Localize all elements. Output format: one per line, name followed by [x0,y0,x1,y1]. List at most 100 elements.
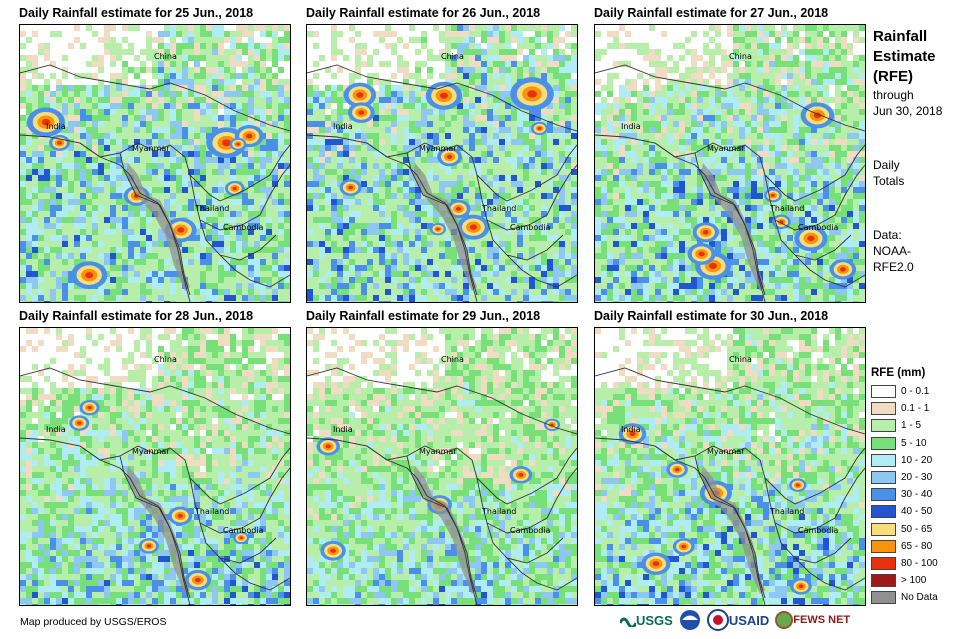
coastline [366,142,577,302]
map-label-cambodia: Cambodia [223,223,264,232]
rain-hotspot [807,235,815,242]
country-border [506,447,577,505]
coastline [654,142,865,302]
map-label-india: India [46,122,66,131]
usgs-text: USGS [636,612,673,628]
map-label-china: China [441,52,464,61]
legend-label: No Data [901,592,938,604]
country-border [506,144,577,202]
country-border [169,527,191,599]
map-label-china: China [154,52,177,61]
no-data-area [413,163,477,291]
map-label-myanmar: Myanmar [707,144,745,153]
country-border [476,164,577,231]
rainfall-map-28-jun: China India Myanmar Thailand Cambodia [19,327,291,606]
rain-hotspot [709,262,717,269]
map-label-china: China [441,355,464,364]
country-border [774,522,852,564]
through-label: through [873,88,914,102]
rain-hotspot [232,186,237,191]
country-border [595,367,865,435]
country-border [456,224,478,296]
legend-swatch [871,505,896,519]
country-border [199,522,277,564]
panel-28-jun: Daily Rainfall estimate for 28 Jun., 201… [19,303,291,606]
side-info: Rainfall Estimate (RFE) through Jun 30, … [873,27,967,275]
country-border [595,64,865,132]
rain-hotspot [356,92,364,98]
panel-title: Daily Rainfall estimate for 26 Jun., 201… [306,6,541,20]
country-border [694,152,746,226]
country-border [476,467,577,534]
panel-25-jun: Daily Rainfall estimate for 25 Jun., 201… [19,0,291,303]
rain-hotspot [330,548,336,553]
rain-hotspot [652,561,660,567]
rainfall-grid: China India Myanmar Thailand Cambodia [20,328,290,605]
country-border [119,152,171,226]
legend-label: 1 - 5 [901,420,922,432]
legend-item: 65 - 80 [871,538,967,555]
no-data-area [701,163,765,291]
rainfall-grid: China India Myanmar Thailand Cambodia [307,328,577,605]
legend-swatch [871,522,896,536]
country-border [456,527,478,599]
no-data-area [413,466,477,594]
legend-swatch [871,556,896,570]
map-label-thailand: Thailand [194,204,229,213]
rainfall-map-30-jun: China India Myanmar Thailand Cambodia [594,327,866,606]
country-border [694,455,746,529]
legend-swatch [871,488,896,502]
agency-logos: USGS USAID FEWS NET [620,606,850,634]
fewsnet-logo: FEWS NET [775,611,850,629]
country-border [20,64,290,132]
title-line-1: Rainfall [873,28,928,45]
legend-label: 80 - 100 [901,557,938,569]
panel-27-jun: Daily Rainfall estimate for 27 Jun., 201… [594,0,866,303]
legend-swatch [871,385,896,399]
map-label-china: China [154,355,177,364]
legend-swatch [871,436,896,450]
no-data-area [126,466,190,594]
legend-item: 30 - 40 [871,486,967,503]
legend-rows: 0 - 0.1 0.1 - 1 1 - 5 5 - 10 10 - 20 20 - 30 3… [871,383,967,606]
map-label-china: China [729,52,752,61]
rain-hotspot [236,142,240,146]
country-border [169,224,191,296]
country-border [406,152,458,226]
usaid-text: USAID [728,612,770,628]
legend-swatch [871,453,896,467]
map-label-china: China [729,355,752,364]
rain-hotspot [77,421,82,425]
rain-hotspot [87,405,92,410]
title-line-3: (RFE) [873,68,913,85]
rainfall-grid: China India Myanmar Thailand Cambodia [595,25,865,302]
map-label-cambodia: Cambodia [798,223,839,232]
panel-title: Daily Rainfall estimate for 25 Jun., 201… [19,6,254,20]
rain-hotspot [325,444,331,449]
panel-title: Daily Rainfall estimate for 28 Jun., 201… [19,309,254,323]
daily-label: Daily [873,158,900,172]
map-label-myanmar: Myanmar [419,447,457,456]
country-border [189,467,290,534]
noaa-logo [679,609,701,631]
map-label-myanmar: Myanmar [419,144,457,153]
panel-26-jun: Daily Rainfall estimate for 26 Jun., 201… [306,0,578,303]
legend-label: 20 - 30 [901,472,933,484]
map-label-india: India [621,122,641,131]
rain-hotspot [439,92,448,99]
map-label-thailand: Thailand [481,204,516,213]
rain-hotspot [348,185,354,190]
panel-title: Daily Rainfall estimate for 29 Jun., 201… [306,309,541,323]
rain-hotspot [469,224,477,230]
panel-30-jun: Daily Rainfall estimate for 30 Jun., 201… [594,303,866,606]
legend-label: 30 - 40 [901,489,933,501]
country-border [744,224,766,296]
legend-item: 20 - 30 [871,469,967,486]
legend-label: > 100 [901,575,927,587]
usgs-wave-icon [620,617,636,627]
coastline [366,445,577,605]
country-border [199,219,277,261]
map-label-myanmar: Myanmar [132,447,170,456]
legend-item: 50 - 65 [871,521,967,538]
panel-title: Daily Rainfall estimate for 27 Jun., 201… [594,6,829,20]
